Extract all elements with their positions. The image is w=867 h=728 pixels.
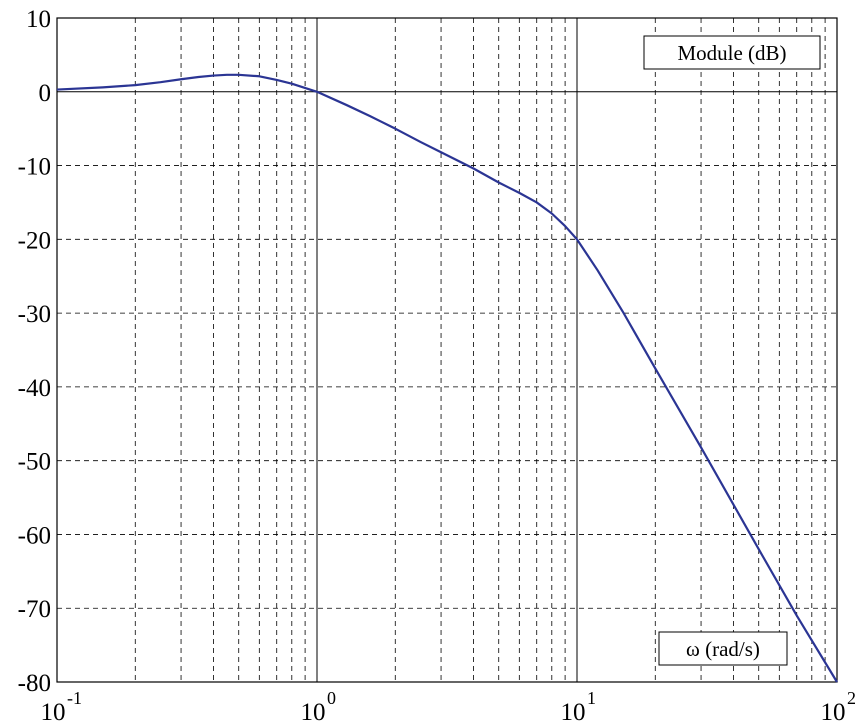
x-tick-exponent: 2 (847, 688, 856, 708)
x-tick-base: 10 (561, 699, 586, 726)
y-tick-label: -60 (18, 522, 51, 549)
xlabel-box-frame (658, 631, 788, 666)
series-line (56, 73, 838, 683)
y-tick-label: -50 (18, 449, 51, 476)
axes-frame (56, 17, 838, 683)
x-tick-base: 10 (301, 699, 326, 726)
xlabel-text: ω (rad/s) (686, 637, 760, 661)
x-tick-exponent: 0 (327, 688, 336, 708)
ylabel-box: Module (dB) (643, 35, 821, 70)
y-tick-label: -80 (18, 670, 51, 697)
y-tick-label: -40 (18, 375, 51, 402)
y-tick-label: 0 (39, 80, 52, 107)
y-tick-label: -20 (18, 227, 51, 254)
xlabel-box: ω (rad/s) (658, 631, 788, 666)
ylabel-box-frame (643, 35, 821, 70)
plot-frame (56, 17, 838, 683)
x-tick-label: 102 (821, 688, 857, 726)
grid (57, 18, 837, 682)
y-tick-labels: 10 0 -10 -20 -30 -40 -50 -60 -70 -80 (18, 6, 51, 697)
x-tick-base: 10 (821, 699, 846, 726)
ylabel-text: Module (dB) (677, 41, 786, 65)
x-tick-exponent: 1 (587, 688, 596, 708)
y-tick-label: -10 (18, 154, 51, 181)
series-layer (56, 73, 838, 683)
y-tick-label: -30 (18, 301, 51, 328)
x-tick-label: 101 (561, 688, 597, 726)
y-tick-label: 10 (26, 6, 51, 33)
x-tick-label: 100 (301, 688, 337, 726)
x-tick-base: 10 (41, 699, 66, 726)
x-tick-label: 10-1 (41, 688, 83, 726)
y-tick-label: -70 (18, 596, 51, 623)
x-tick-exponent: -1 (67, 688, 82, 708)
